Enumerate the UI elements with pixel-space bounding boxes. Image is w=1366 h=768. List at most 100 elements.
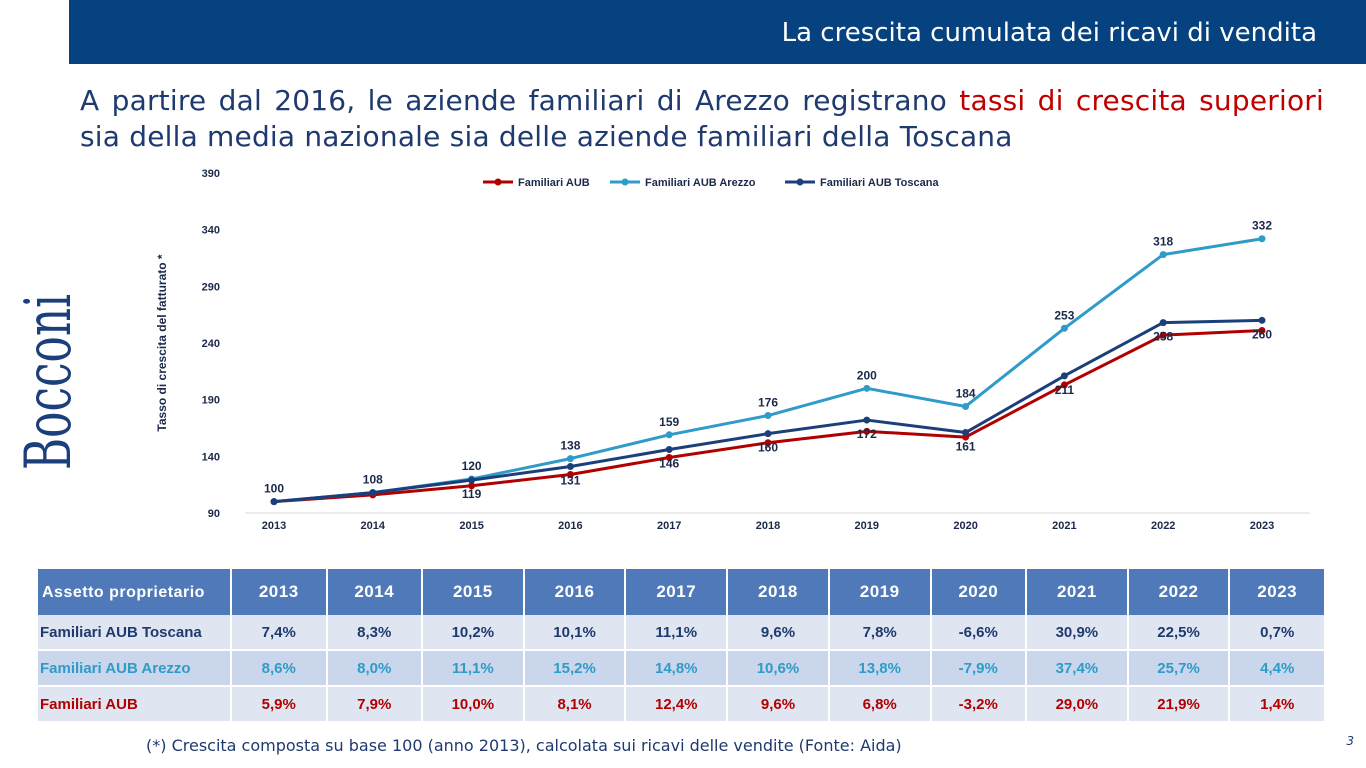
table-cell: 10,1% [524, 615, 627, 651]
table-header-year: 2018 [728, 569, 830, 615]
table-row: Familiari AUB Toscana 7,4% 8,3% 10,2% 10,1% 1… [38, 615, 1326, 651]
series-point-0 [1159, 331, 1167, 339]
table-cell: 6,8% [829, 687, 932, 723]
data-label: 108 [363, 473, 383, 487]
data-label: 138 [560, 439, 580, 453]
table-header-year: 2019 [829, 569, 932, 615]
series-point-2 [270, 498, 278, 506]
table-cell: 12,4% [626, 687, 729, 723]
series-point-2 [1159, 319, 1167, 327]
legend-label: Familiari AUB Arezzo [645, 177, 756, 189]
table-header-year: 2014 [327, 569, 423, 615]
table-header-year: 2023 [1230, 569, 1326, 615]
table-cell: 10,0% [423, 687, 525, 723]
table-cell: -3,2% [931, 687, 1028, 723]
series-point-0 [764, 439, 772, 447]
table-cell: 7,4% [232, 615, 328, 651]
y-tick-label: 290 [202, 281, 220, 293]
table-row: Familiari AUB Arezzo 8,6% 8,0% 11,1% 15,2% 14… [38, 651, 1326, 687]
legend-marker [494, 178, 502, 186]
series-point-2 [962, 429, 970, 437]
data-label: 172 [857, 427, 877, 441]
logo-text: Bocconi [18, 294, 78, 470]
table-cell: 8,6% [232, 651, 328, 687]
y-tick-label: 140 [202, 451, 220, 463]
data-label: 160 [758, 441, 778, 455]
table-cell: 4,4% [1230, 651, 1326, 687]
x-tick-label: 2019 [855, 520, 879, 532]
data-label: 253 [1054, 308, 1074, 322]
data-label: 146 [659, 457, 679, 471]
table-cell: 9,6% [728, 615, 830, 651]
table-cell: 7,9% [327, 687, 423, 723]
legend-marker [796, 178, 804, 186]
table-header-year: 2013 [232, 569, 328, 615]
y-tick-label: 240 [202, 338, 220, 350]
table-cell: 15,2% [524, 651, 627, 687]
series-point-1 [962, 402, 970, 410]
footnote: (*) Crescita composta su base 100 (anno … [146, 736, 902, 755]
table-cell: 30,9% [1027, 615, 1129, 651]
x-tick-label: 2018 [756, 520, 780, 532]
table-header-year: 2022 [1128, 569, 1231, 615]
series-point-1 [1060, 324, 1068, 332]
x-tick-label: 2022 [1151, 520, 1175, 532]
series-point-0 [566, 470, 574, 478]
y-axis-label: Tasso di crescita del fatturato * [155, 254, 169, 431]
x-tick-label: 2014 [361, 520, 386, 532]
y-tick-label: 90 [208, 508, 220, 520]
table-row: Familiari AUB 5,9% 7,9% 10,0% 8,1% 12,4% 9,6% 6… [38, 687, 1326, 723]
bocconi-logo: Bocconi [18, 294, 78, 470]
table-cell: 29,0% [1027, 687, 1129, 723]
headline-part2: sia della media nazionale sia delle azie… [80, 120, 1013, 153]
data-label: 318 [1153, 235, 1173, 249]
table-cell: -7,9% [931, 651, 1028, 687]
series-point-2 [665, 446, 673, 454]
x-tick-label: 2013 [262, 520, 286, 532]
y-tick-label: 340 [202, 225, 220, 237]
series-point-0 [468, 482, 476, 490]
table-cell: 8,0% [327, 651, 423, 687]
series-line-2 [273, 318, 1263, 504]
data-label: 131 [560, 474, 580, 488]
series-point-0 [863, 427, 871, 435]
table-cell: 21,9% [1128, 687, 1231, 723]
table-cell: 8,1% [524, 687, 627, 723]
data-label: 332 [1252, 219, 1272, 233]
series-point-2 [764, 430, 772, 438]
series-point-2 [1258, 316, 1266, 324]
table-header-label: Assetto proprietario [38, 569, 232, 615]
table-cell: 8,3% [327, 615, 423, 651]
data-label: 119 [462, 487, 482, 501]
legend-label: Familiari AUB Toscana [820, 177, 939, 189]
table-cell: -6,6% [931, 615, 1028, 651]
table-cell: 11,1% [626, 615, 729, 651]
data-label: 159 [659, 415, 679, 429]
headline-part1: A partire dal 2016, le aziende familiari… [80, 84, 960, 117]
y-tick-label: 390 [202, 168, 220, 180]
x-tick-label: 2020 [953, 520, 977, 532]
legend-label: Familiari AUB [518, 177, 590, 189]
table-cell: 13,8% [829, 651, 932, 687]
x-tick-label: 2017 [657, 520, 681, 532]
series-point-0 [665, 453, 673, 461]
table-cell: 9,6% [728, 687, 830, 723]
row-label: Familiari AUB Arezzo [38, 651, 232, 687]
slide-title: La crescita cumulata dei ricavi di vendi… [781, 18, 1317, 48]
table-header-year: 2017 [626, 569, 729, 615]
series-point-1 [863, 384, 871, 392]
table-header-year: 2016 [524, 569, 627, 615]
data-label: 176 [758, 396, 778, 410]
table-cell: 0,7% [1230, 615, 1326, 651]
data-label: 258 [1153, 330, 1173, 344]
row-label: Familiari AUB [38, 687, 232, 723]
table-header-year: 2021 [1027, 569, 1129, 615]
headline: A partire dal 2016, le aziende familiari… [80, 83, 1324, 155]
series-point-1 [1159, 251, 1167, 259]
data-label: 211 [1055, 383, 1075, 397]
series-point-1 [665, 431, 673, 439]
table-header-year: 2020 [931, 569, 1028, 615]
table-cell: 14,8% [626, 651, 729, 687]
row-label: Familiari AUB Toscana [38, 615, 232, 651]
series-point-0 [1258, 327, 1266, 335]
